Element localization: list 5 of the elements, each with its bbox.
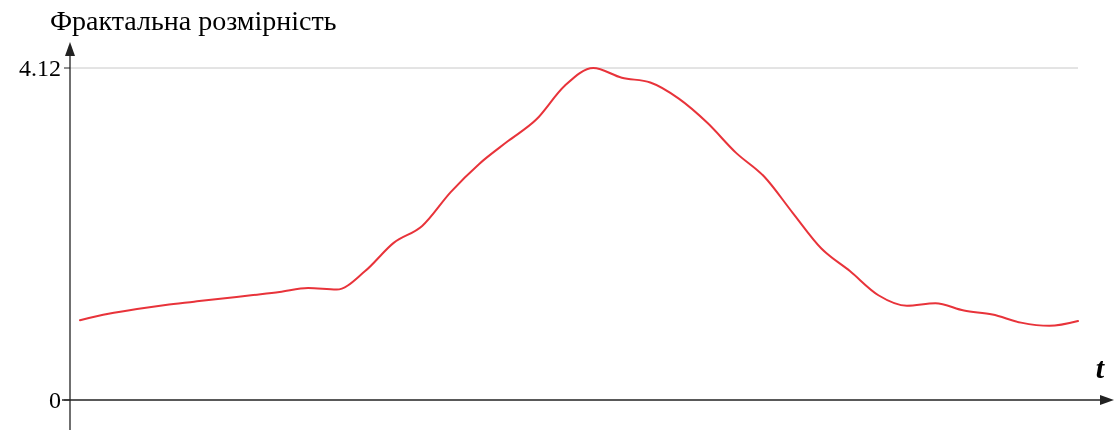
y-tick-label: 0 xyxy=(49,387,61,414)
y-axis-title: Фрактальна розмірність xyxy=(50,5,337,36)
x-axis-title: t xyxy=(1095,351,1106,384)
y-tick-label: 4.12 xyxy=(19,55,61,82)
line-series xyxy=(79,67,1079,327)
